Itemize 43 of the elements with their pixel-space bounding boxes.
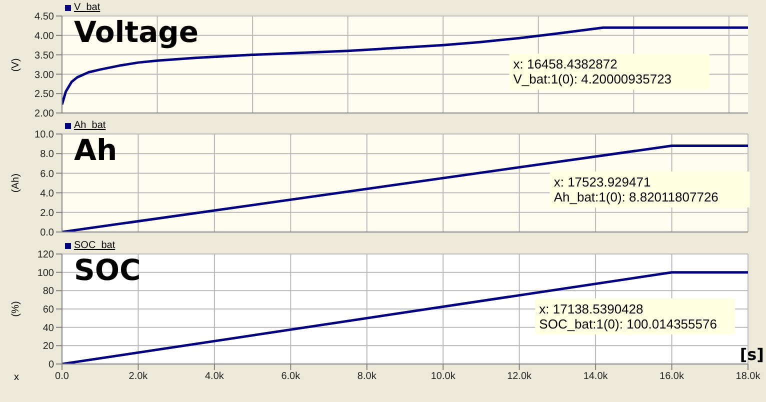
chart-title: Voltage [74, 15, 199, 49]
legend-label: V_bat [74, 2, 100, 13]
y-tick-label: 0.0 [40, 228, 54, 239]
annotation: x: 17523.929471 Ah_bat:1(0): 8.82011807726 [554, 174, 718, 205]
chart-title: SOC [74, 253, 141, 287]
y-tick-label: 2.0 [40, 208, 54, 219]
x-tick-label: 8.0k [357, 371, 378, 382]
y-tick-label: 2.50 [34, 89, 54, 100]
y-tick-label: 0 [48, 360, 54, 371]
x-tick-label: 4.0k [204, 371, 225, 382]
y-tick-label: 20 [42, 341, 54, 352]
y-tick-label: 2.00 [34, 108, 54, 120]
annotation: [s] [740, 345, 764, 364]
x-tick-label: 6.0k [281, 371, 302, 382]
x-tick-label: 2.0k [128, 371, 149, 382]
x-tick-label: 16.0k [660, 371, 686, 382]
annotation: x: 17138.5390428 SOC_bat:1(0): 100.014355576 [539, 301, 717, 332]
chart-title: Ah [74, 133, 118, 167]
y-tick-label: 10.0 [34, 130, 54, 141]
y-tick-label: 3.00 [34, 70, 54, 81]
y-axis-title: (%) [10, 301, 22, 317]
y-tick-label: 60 [42, 304, 54, 316]
x-tick-label: 10.0k [430, 371, 456, 382]
y-tick-label: 4.00 [34, 30, 54, 42]
y-tick-label: 3.50 [34, 50, 54, 62]
y-tick-label: 100 [37, 268, 54, 279]
y-tick-label: 80 [42, 286, 54, 298]
x-tick-label: 12.0k [507, 371, 533, 382]
x-tick-label: 14.0k [583, 371, 609, 382]
y-axis-title: (V) [10, 58, 22, 72]
y-tick-label: 40 [42, 322, 54, 334]
legend-label: SOC_bat [74, 240, 116, 251]
x-axis-title: x [14, 372, 19, 383]
y-tick-label: 6.0 [40, 168, 54, 180]
y-tick-label: 4.0 [40, 188, 54, 200]
x-tick-label: 18.0k [736, 371, 762, 382]
y-axis-title: (Ah) [10, 174, 22, 192]
y-tick-label: 4.50 [34, 12, 54, 23]
y-tick-label: 120 [37, 250, 54, 261]
y-tick-label: 8.0 [40, 149, 54, 160]
annotation: x: 16458.4382872 V_bat:1(0): 4.20000935723 [513, 56, 672, 87]
x-tick-label: 0.0 [55, 371, 70, 382]
legend-label: Ah_bat [74, 120, 106, 131]
